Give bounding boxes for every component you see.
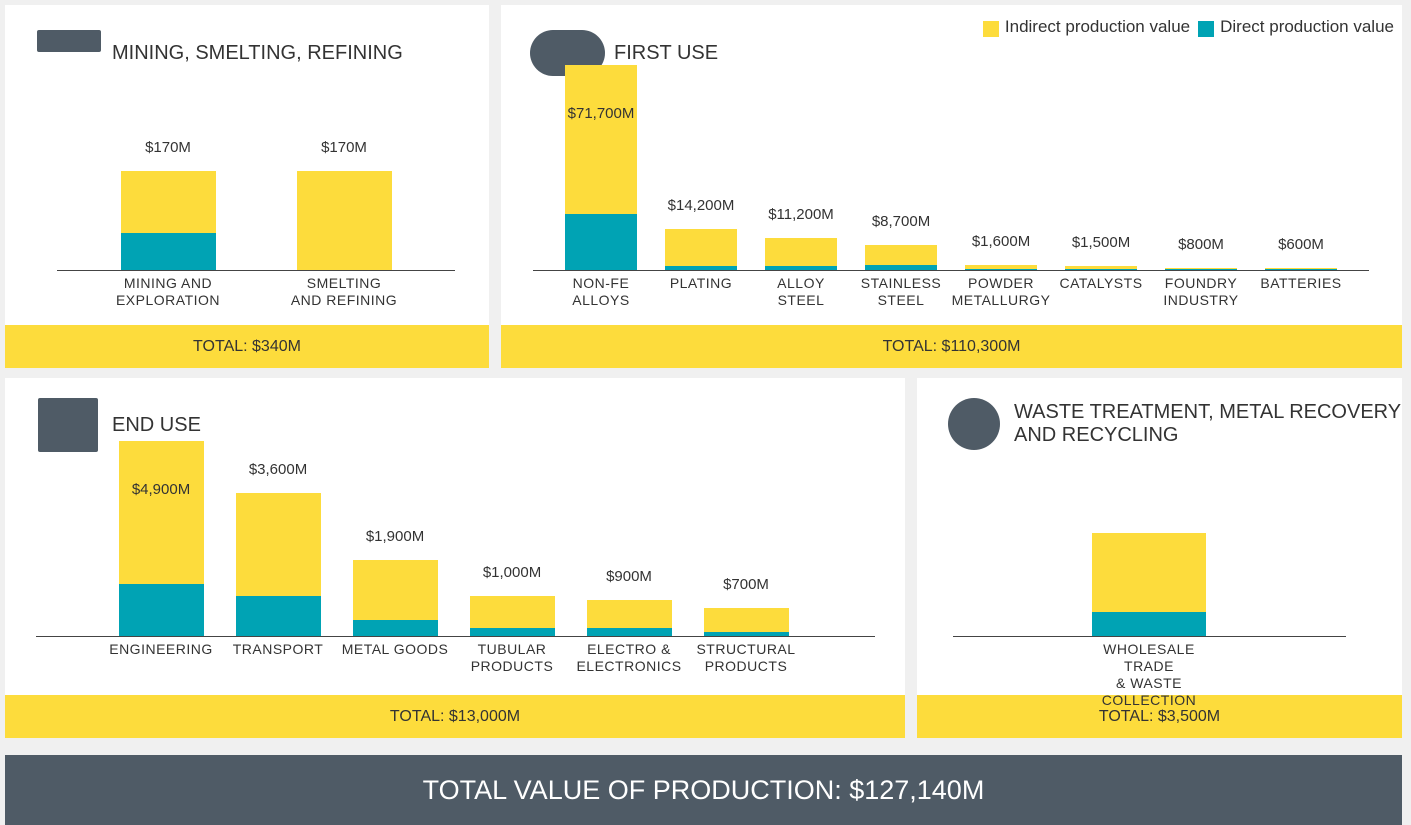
x-tick-label: WHOLESALE TRADE & WASTE COLLECTION	[1089, 641, 1209, 709]
bar-segment	[121, 233, 216, 270]
bar-segment	[297, 171, 392, 270]
bar-segment	[119, 584, 204, 636]
value-label: $170M	[284, 139, 404, 156]
x-tick-label: STRUCTURAL PRODUCTS	[686, 641, 806, 675]
bar-segment	[765, 238, 837, 266]
bar-segment	[665, 266, 737, 270]
value-label: $71,700M	[541, 105, 661, 122]
value-label: $1,900M	[335, 528, 455, 545]
bar-segment	[587, 600, 672, 628]
bar-segment	[236, 596, 321, 636]
total-strip: TOTAL: $340M	[5, 325, 489, 368]
x-axis	[57, 270, 455, 271]
x-tick-label: ELECTRO & ELECTRONICS	[569, 641, 689, 675]
total-strip: TOTAL: $13,000M	[5, 695, 905, 738]
panel-title: FIRST USE	[614, 42, 718, 65]
bar-segment	[1092, 612, 1206, 636]
legend-label: Indirect production value	[1005, 17, 1190, 37]
panel-icon	[948, 398, 1000, 450]
panel-title: MINING, SMELTING, REFINING	[112, 42, 403, 65]
bar-segment	[1065, 266, 1137, 269]
x-tick-label: METAL GOODS	[335, 641, 455, 658]
bar-segment	[1165, 268, 1237, 270]
value-label: $600M	[1241, 236, 1361, 253]
total-strip: TOTAL: $110,300M	[501, 325, 1402, 368]
bar-segment	[470, 628, 555, 636]
value-label: $170M	[108, 139, 228, 156]
legend-swatch	[1198, 21, 1214, 37]
bar-segment	[565, 214, 637, 270]
legend-label: Direct production value	[1220, 17, 1394, 37]
bar-segment	[587, 628, 672, 636]
legend-swatch	[983, 21, 999, 37]
bar-segment	[470, 596, 555, 628]
bar-segment	[765, 266, 837, 270]
bar-segment	[236, 493, 321, 596]
value-label: $8,700M	[841, 213, 961, 230]
panel-icon	[37, 30, 101, 52]
bar-segment	[565, 65, 637, 214]
value-label: $3,600M	[218, 461, 338, 478]
bar-segment	[121, 171, 216, 233]
x-axis	[36, 636, 875, 637]
value-label: $1,000M	[452, 564, 572, 581]
bar-segment	[965, 265, 1037, 268]
bar-segment	[704, 632, 789, 636]
bar-segment	[1265, 269, 1337, 270]
panel-title: END USE	[112, 414, 201, 437]
x-tick-label: MINING AND EXPLORATION	[108, 275, 228, 309]
grand-total: TOTAL VALUE OF PRODUCTION: $127,140M	[5, 755, 1402, 825]
bar-segment	[865, 245, 937, 265]
bar-segment	[965, 269, 1037, 270]
bar-segment	[1092, 533, 1206, 612]
value-label: $4,900M	[101, 481, 221, 498]
bar-segment	[353, 620, 438, 636]
bar-segment	[665, 229, 737, 266]
bar-segment	[1265, 268, 1337, 269]
value-label: $700M	[686, 576, 806, 593]
x-tick-label: BATTERIES	[1241, 275, 1361, 292]
bar-segment	[1165, 269, 1237, 270]
bar-segment	[704, 608, 789, 632]
bar-segment	[865, 265, 937, 270]
x-tick-label: TRANSPORT	[218, 641, 338, 658]
bar-segment	[353, 560, 438, 620]
x-tick-label: ENGINEERING	[101, 641, 221, 658]
infographic: TOTAL VALUE OF PRODUCTION: $127,140M TOT…	[0, 0, 1411, 825]
value-label: $900M	[569, 568, 689, 585]
x-tick-label: TUBULAR PRODUCTS	[452, 641, 572, 675]
x-tick-label: SMELTING AND REFINING	[284, 275, 404, 309]
bar-segment	[119, 441, 204, 584]
x-axis	[533, 270, 1369, 271]
x-axis	[953, 636, 1346, 637]
panel-title: WASTE TREATMENT, METAL RECOVERY AND RECY…	[1014, 401, 1401, 447]
bar-segment	[1065, 269, 1137, 270]
panel-icon	[38, 398, 98, 452]
